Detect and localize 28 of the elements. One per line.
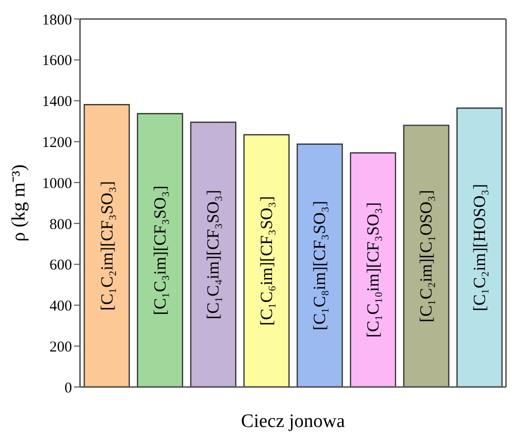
x-tick-label: [C₁C₄im][CF₃SO₃] bbox=[204, 190, 223, 320]
x-tick-label: [C₁C₁₀im][CF₃SO₃] bbox=[364, 202, 383, 338]
y-tick-label: 600 bbox=[50, 258, 72, 274]
y-axis-title: ρ (kg m⁻³) bbox=[8, 164, 30, 242]
y-tick-label: 200 bbox=[50, 339, 72, 356]
y-tick-label: 1600 bbox=[42, 53, 72, 70]
y-tick-label: 1200 bbox=[42, 134, 72, 151]
y-tick-label: 1800 bbox=[42, 12, 72, 28]
bar bbox=[84, 104, 130, 387]
x-tick-label: [C₁C₃im][CF₃SO₃] bbox=[150, 186, 170, 316]
x-tick-label: [C₁C₂im][CF₃SO₃] bbox=[97, 181, 116, 311]
x-tick-label: [C₁C₆im][CF₃SO₃] bbox=[257, 196, 276, 326]
y-tick-label: 1000 bbox=[42, 176, 72, 192]
x-tick-label: [C₁C₈im][CF₃SO₃] bbox=[310, 200, 330, 330]
y-tick-label: 0 bbox=[64, 380, 72, 396]
y-tick-label: 800 bbox=[50, 216, 72, 233]
y-tick-label: 1400 bbox=[42, 94, 72, 110]
y-tick-label: 400 bbox=[50, 298, 72, 315]
bar bbox=[296, 144, 343, 387]
bar bbox=[350, 152, 396, 387]
x-tick-label: [C₁C₂im][HOSO₃] bbox=[470, 184, 490, 312]
bar bbox=[190, 122, 236, 387]
bar bbox=[136, 113, 184, 387]
bar bbox=[403, 124, 450, 387]
x-axis-title: Ciecz jonowa bbox=[241, 411, 346, 432]
bar bbox=[243, 134, 290, 387]
bar bbox=[456, 108, 503, 387]
x-tick-label: [C₁C₂im][C₁OSO₃] bbox=[416, 190, 436, 322]
